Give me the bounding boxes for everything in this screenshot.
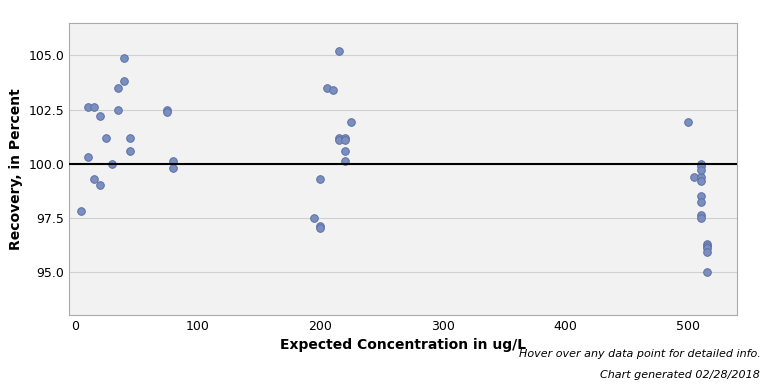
Point [694,163,707,169]
Point [700,268,713,275]
Point [333,48,345,54]
Point [75,208,88,214]
Point [112,85,124,91]
Point [339,158,351,164]
Point [339,147,351,154]
Point [124,134,137,141]
Point [694,199,707,205]
Point [81,104,94,111]
Point [345,119,357,126]
Point [694,174,707,180]
Point [308,215,320,221]
Point [339,137,351,143]
Point [94,182,106,188]
Point [100,134,112,141]
Point [161,106,174,113]
Point [94,113,106,119]
Point [694,215,707,221]
Point [694,212,707,218]
Text: Chart generated 02/28/2018: Chart generated 02/28/2018 [601,370,760,380]
Point [333,137,345,143]
Point [339,134,351,141]
Point [314,175,326,182]
Point [682,119,694,126]
Point [112,106,124,113]
Y-axis label: Recovery, in Percent: Recovery, in Percent [8,88,23,250]
Point [81,154,94,160]
Point [106,161,118,167]
Point [88,175,100,182]
Text: Hover over any data point for detailed info.: Hover over any data point for detailed i… [518,349,760,359]
Point [694,193,707,199]
Point [700,245,713,251]
Point [694,178,707,184]
Point [700,240,713,247]
X-axis label: Expected Concentration in ug/L: Expected Concentration in ug/L [280,338,526,352]
Point [314,223,326,229]
Point [314,225,326,232]
Point [333,134,345,141]
Point [118,55,131,61]
Point [694,167,707,173]
Point [124,147,137,154]
Point [167,158,180,164]
Point [694,161,707,167]
Point [326,87,339,93]
Point [167,165,180,171]
Point [320,85,333,91]
Point [700,249,713,255]
Point [688,174,700,180]
Point [88,104,100,111]
Point [700,243,713,249]
Point [161,109,174,115]
Point [118,78,131,84]
